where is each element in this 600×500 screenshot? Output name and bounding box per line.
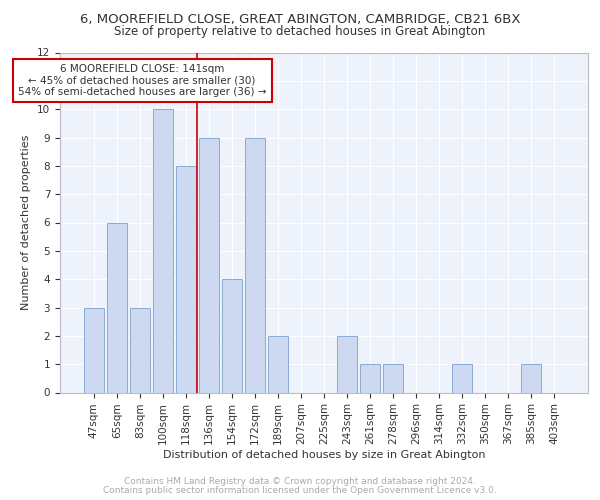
Bar: [84, 308, 104, 392]
Bar: [268, 336, 288, 392]
Bar: [107, 222, 127, 392]
Bar: [245, 138, 265, 392]
Bar: [199, 138, 218, 392]
Bar: [176, 166, 196, 392]
Text: Contains HM Land Registry data © Crown copyright and database right 2024.: Contains HM Land Registry data © Crown c…: [124, 477, 476, 486]
Bar: [360, 364, 380, 392]
Bar: [153, 109, 173, 393]
Bar: [383, 364, 403, 392]
Text: 6, MOOREFIELD CLOSE, GREAT ABINGTON, CAMBRIDGE, CB21 6BX: 6, MOOREFIELD CLOSE, GREAT ABINGTON, CAM…: [80, 12, 520, 26]
Bar: [452, 364, 472, 392]
Bar: [130, 308, 149, 392]
Bar: [222, 279, 242, 392]
Text: Size of property relative to detached houses in Great Abington: Size of property relative to detached ho…: [115, 25, 485, 38]
Bar: [337, 336, 357, 392]
Text: 6 MOOREFIELD CLOSE: 141sqm
← 45% of detached houses are smaller (30)
54% of semi: 6 MOOREFIELD CLOSE: 141sqm ← 45% of deta…: [18, 64, 266, 97]
X-axis label: Distribution of detached houses by size in Great Abington: Distribution of detached houses by size …: [163, 450, 485, 460]
Bar: [521, 364, 541, 392]
Y-axis label: Number of detached properties: Number of detached properties: [22, 135, 31, 310]
Text: Contains public sector information licensed under the Open Government Licence v3: Contains public sector information licen…: [103, 486, 497, 495]
